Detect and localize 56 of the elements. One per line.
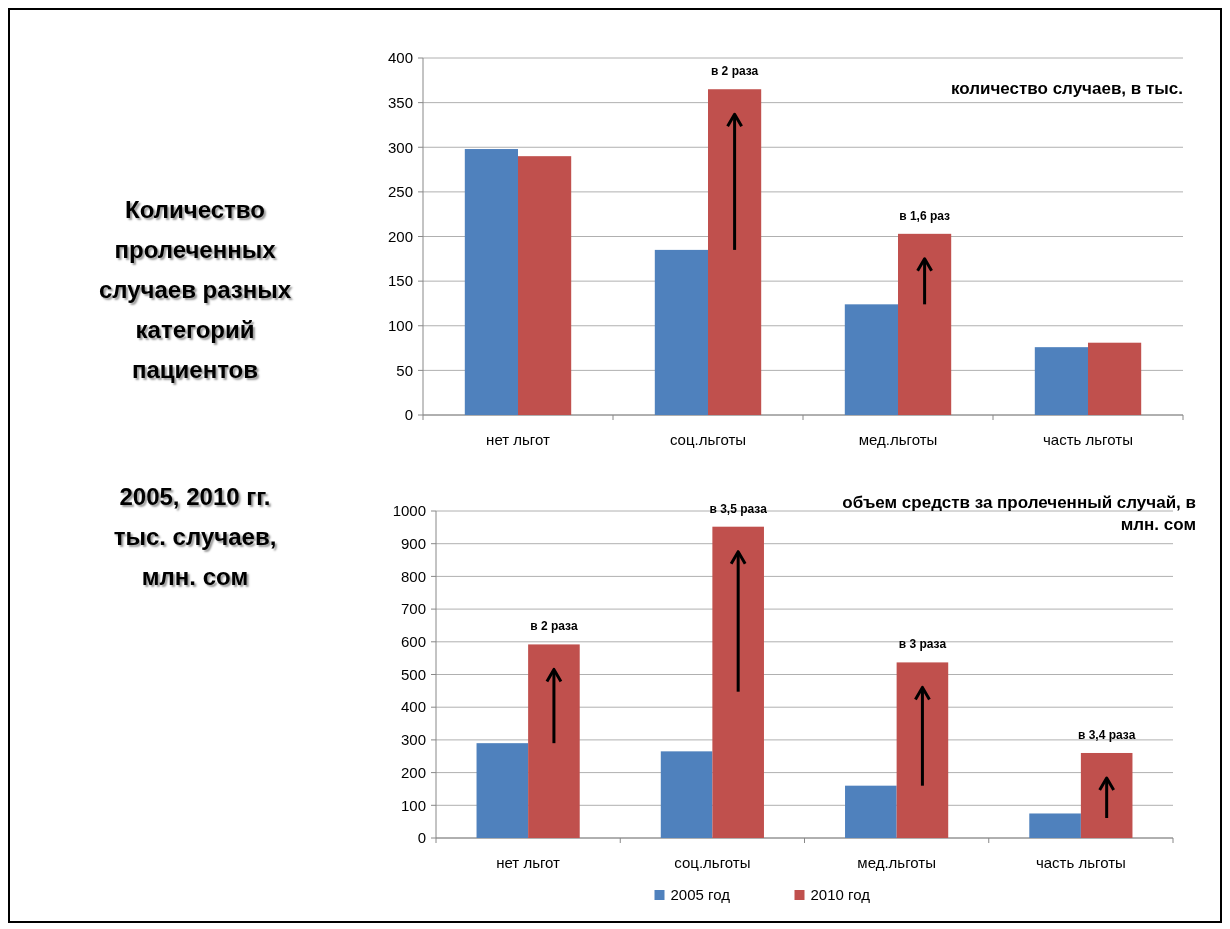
x-tick-label: соц.льготы [674, 854, 751, 871]
y-tick-label: 300 [400, 731, 426, 749]
x-tick-label: мед.льготы [858, 431, 938, 448]
y-tick-label: 100 [400, 796, 426, 814]
y-tick-label: 150 [387, 272, 413, 290]
annotation: в 3,4 раза [1077, 727, 1136, 742]
annotation: в 2 раза [710, 64, 759, 79]
y-tick-label: 1000 [392, 502, 426, 520]
y-tick-label: 50 [396, 361, 413, 379]
x-tick-label: нет льгот [496, 854, 561, 871]
bar [1034, 347, 1088, 415]
bar [528, 644, 580, 838]
bar [464, 149, 518, 415]
bar [898, 233, 952, 415]
y-tick-label: 500 [400, 665, 426, 683]
y-tick-label: 250 [387, 183, 413, 201]
y-tick-label: 200 [400, 763, 426, 781]
bar [1080, 752, 1133, 838]
y-tick-label: 0 [404, 406, 413, 424]
annotation: в 2 раза [530, 619, 578, 634]
y-tick-label: 900 [400, 534, 426, 552]
text: 2005, 2010 гг. тыс. случаев, млн. сом [113, 483, 277, 590]
bar [476, 743, 529, 838]
bar [518, 156, 572, 415]
y-tick-label: 800 [400, 567, 426, 585]
annotation: в 3,5 раза [709, 501, 768, 516]
x-tick-label: мед.льготы [857, 854, 936, 871]
text: количество случаев, в тыс. [950, 79, 1183, 98]
bar [844, 304, 898, 415]
bar [708, 89, 762, 415]
annotation: в 3 раза [898, 637, 947, 652]
bar [1088, 342, 1142, 415]
annotation: в 1,6 раз [899, 208, 951, 223]
legend-label: 2005 год [670, 886, 731, 903]
bar [1029, 813, 1081, 838]
y-tick-label: 200 [387, 227, 413, 245]
y-tick-label: 400 [387, 49, 413, 67]
y-tick-label: 600 [400, 633, 426, 651]
bar [660, 751, 713, 838]
y-tick-label: 300 [387, 138, 413, 156]
y-tick-label: 400 [400, 698, 426, 716]
y-tick-label: 700 [400, 600, 426, 618]
text: Количество пролеченных случаев разных категорий пациентов [98, 196, 292, 383]
y-tick-label: 100 [387, 317, 413, 334]
x-tick-label: часть льготы [1035, 854, 1126, 871]
bar [712, 526, 764, 838]
chart-title: объем средств за пролеченный случай, в млн. сом [842, 493, 1196, 534]
x-tick-label: нет льгот [486, 431, 550, 448]
bar [845, 785, 897, 838]
bar [896, 662, 949, 838]
x-tick-label: соц.льготы [669, 431, 747, 448]
y-tick-label: 0 [417, 829, 426, 847]
y-tick-label: 350 [387, 93, 413, 111]
legend-label: 2010 год [810, 886, 871, 903]
x-tick-label: часть льготы [1043, 431, 1133, 448]
bar [654, 249, 708, 415]
